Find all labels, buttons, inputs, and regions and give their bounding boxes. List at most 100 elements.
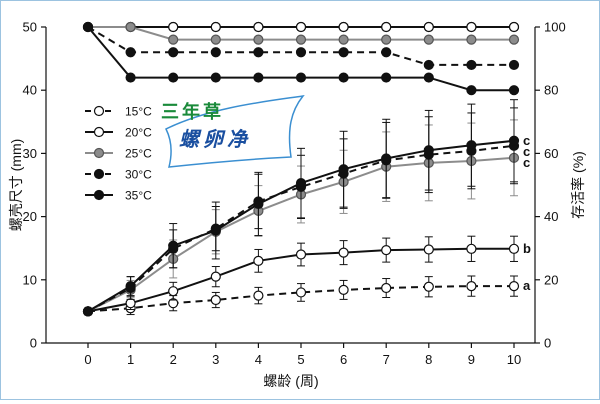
survival-point [253, 34, 264, 45]
significance-letter: c [523, 155, 530, 170]
size-point [168, 286, 179, 297]
size-point [125, 298, 136, 309]
survival-point [508, 21, 520, 33]
size-point [508, 135, 520, 146]
size-point [253, 290, 264, 301]
survival-point [466, 85, 477, 96]
legend-item: 15°C [85, 105, 152, 119]
x-tick-label: 9 [468, 352, 475, 367]
significance-letter: c [523, 144, 530, 159]
size-point [466, 243, 477, 254]
right-tick-label: 80 [544, 83, 558, 98]
survival-point [508, 85, 520, 96]
legend-label: 30°C [125, 168, 152, 182]
size-point [381, 282, 392, 294]
watermark-swoosh [164, 94, 305, 168]
left-tick-label: 0 [30, 336, 37, 351]
survival-point [253, 21, 264, 33]
survival-point [508, 34, 520, 45]
survival-point [381, 34, 392, 45]
size-point [168, 240, 179, 251]
right-tick-label: 60 [544, 146, 558, 161]
legend: 15°C 20°C 25°C 30°C 35°C [85, 105, 152, 203]
left-tick-label: 30 [23, 146, 37, 161]
survival-point [508, 59, 520, 71]
legend-label: 15°C [125, 105, 152, 119]
legend-label: 25°C [125, 147, 152, 161]
x-tick-label: 10 [507, 352, 521, 367]
size-point [466, 140, 477, 151]
survival-point [466, 59, 477, 71]
legend-label: 35°C [125, 189, 152, 203]
x-tick-labels: 0 1 2 3 4 5 6 7 8 9 10 [84, 352, 521, 367]
size-point [210, 225, 221, 236]
x-tick-label: 1 [127, 352, 134, 367]
survival-point [381, 21, 392, 33]
size-point [381, 244, 392, 256]
survival-point [168, 47, 179, 58]
legend-marker [93, 147, 105, 159]
x-axis-title: 螺龄 (周) [263, 373, 318, 389]
survival-series-group [82, 21, 520, 96]
size-point [253, 198, 264, 210]
survival-point [168, 34, 179, 45]
survival-series-20c [82, 21, 520, 33]
survival-point [82, 21, 94, 33]
survival-point [338, 72, 349, 83]
right-tick-label: 100 [544, 20, 566, 35]
survival-point [168, 72, 179, 83]
size-point [82, 306, 94, 317]
axis-ticks [41, 26, 540, 348]
survival-point [125, 21, 136, 33]
legend-item: 30°C [85, 168, 152, 182]
significance-letter: a [523, 278, 531, 293]
survival-point [253, 47, 264, 58]
survival-point [338, 21, 349, 33]
survival-point [381, 47, 392, 58]
survival-point [125, 47, 136, 58]
left-tick-label: 50 [23, 20, 37, 35]
watermark-logo: 三年草 螺卵净 [161, 94, 305, 168]
right-tick-label: 40 [544, 209, 558, 224]
x-tick-label: 6 [340, 352, 347, 367]
significance-labels: ccc b a [523, 133, 531, 293]
right-tick-label: 20 [544, 272, 558, 287]
right-tick-labels: 0 20 40 60 80 100 [544, 20, 566, 351]
survival-point [423, 34, 434, 45]
legend-marker [93, 105, 105, 117]
significance-letter: c [523, 133, 530, 148]
size-point [338, 247, 349, 258]
left-y-axis-title: 螺壳尺寸 (mm) [8, 139, 24, 232]
left-tick-label: 20 [23, 209, 37, 224]
x-tick-label: 3 [212, 352, 219, 367]
x-tick-label: 5 [297, 352, 304, 367]
survival-point [168, 21, 179, 33]
size-series-group [82, 99, 520, 317]
survival-series-35c [82, 21, 520, 96]
survival-point [210, 47, 221, 58]
legend-label: 20°C [125, 126, 152, 140]
survival-point [423, 72, 434, 83]
survival-point [253, 72, 264, 83]
survival-point [125, 72, 136, 83]
x-tick-label: 4 [255, 352, 262, 367]
survival-point [466, 21, 477, 33]
legend-item: 25°C [85, 147, 152, 161]
survival-point [338, 47, 349, 58]
size-point [295, 178, 307, 189]
size-point [210, 294, 221, 306]
x-tick-label: 7 [383, 352, 390, 367]
right-y-axis-title: 存活率 (%) [570, 151, 586, 219]
survival-point [295, 21, 307, 33]
survival-point [423, 21, 434, 33]
survival-point [295, 72, 307, 83]
legend-marker [93, 189, 105, 201]
left-tick-label: 40 [23, 83, 37, 98]
size-series-35c [82, 99, 520, 317]
right-tick-label: 0 [544, 336, 551, 351]
size-point [508, 281, 520, 292]
survival-point [295, 47, 307, 58]
legend-item: 20°C [85, 126, 152, 140]
size-point [338, 164, 349, 175]
